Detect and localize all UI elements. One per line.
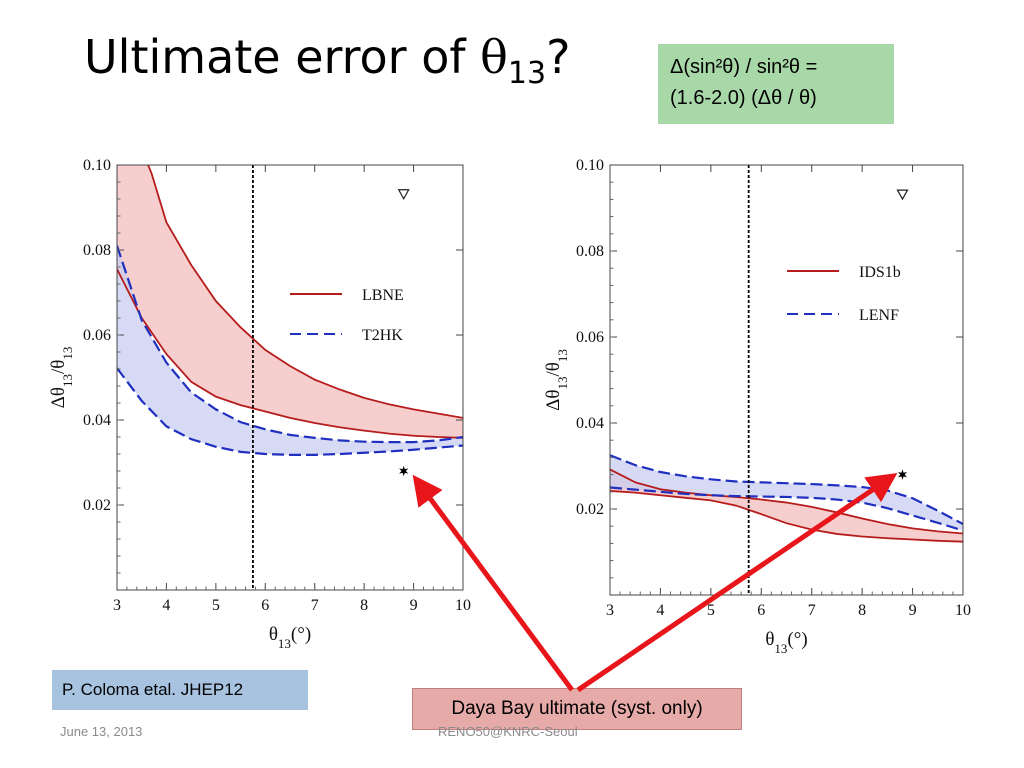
triangle-marker xyxy=(397,189,410,200)
y-tick-label: 0.04 xyxy=(83,412,111,429)
x-tick-label: 6 xyxy=(757,602,765,619)
daya-bay-star-marker xyxy=(897,469,907,480)
band-ids1b xyxy=(610,469,963,542)
y-axis-label: Δθ13/θ13 xyxy=(543,349,570,411)
t2hk-upper-line xyxy=(117,245,463,444)
x-tick-label: 4 xyxy=(162,597,170,614)
plot-area xyxy=(610,454,963,543)
arrow-to-right-star xyxy=(576,472,898,693)
x-tick-label: 3 xyxy=(606,602,614,619)
x-tick-label: 3 xyxy=(113,597,121,614)
legend-label-lbne: LBNE xyxy=(362,287,404,304)
x-tick-label: 5 xyxy=(707,602,715,619)
x-tick-label: 8 xyxy=(858,602,866,619)
y-tick-label: 0.10 xyxy=(576,157,604,174)
x-tick-label: 9 xyxy=(909,602,917,619)
triangle-marker xyxy=(896,189,909,201)
y-tick-label: 0.06 xyxy=(83,327,111,344)
lbne-upper-line xyxy=(147,165,463,419)
lenf-upper-line xyxy=(610,454,963,526)
plot-area xyxy=(117,165,463,456)
plot-frame xyxy=(609,164,964,596)
x-tick-label: 5 xyxy=(212,597,220,614)
ids1b-lower-line xyxy=(610,490,963,543)
lenf-lower-line xyxy=(610,486,963,532)
lbne-lower-line xyxy=(117,268,463,439)
y-tick-label: 0.04 xyxy=(576,415,604,432)
title-theta-symbol: θ xyxy=(480,30,508,84)
title-suffix: ? xyxy=(546,30,571,84)
x-tick-label: 10 xyxy=(455,597,471,614)
citation-box: P. Coloma etal. JHEP12 xyxy=(52,670,308,710)
legend-label-ids1b: IDS1b xyxy=(859,264,901,281)
legend-label-t2hk: T2HK xyxy=(362,327,403,344)
footer-center-text: RENO50@KNRC-Seoul xyxy=(438,724,578,739)
y-tick-label: 0.08 xyxy=(576,243,604,260)
x-tick-label: 4 xyxy=(656,602,664,619)
x-tick-label: 7 xyxy=(311,597,319,614)
slide-title: Ultimate error of θ13? xyxy=(84,32,570,90)
chart-left: 3 4 5 6 7 8 9 10 0.02 0.04 0.06 0.08 0.10 θ13(°) Δθ13/… xyxy=(48,157,471,651)
x-tick-label: 7 xyxy=(808,602,816,619)
formula-line-1: Δ(sin²θ) / sin²θ = xyxy=(670,56,818,78)
band-lenf xyxy=(610,455,963,531)
chart-right: 3 4 5 6 7 8 9 10 0.02 0.04 0.06 0.08 0.10 θ13(°) Δθ13/… xyxy=(543,157,971,656)
x-tick-label: 8 xyxy=(360,597,368,614)
title-subscript: 13 xyxy=(507,56,547,91)
y-tick-label: 0.06 xyxy=(576,329,604,346)
formula-box: Δ(sin²θ) / sin²θ = (1.6-2.0) (Δθ / θ) xyxy=(658,44,894,124)
y-axis-label: Δθ13/θ13 xyxy=(48,347,75,409)
title-prefix: Ultimate error of xyxy=(84,30,481,84)
y-tick-label: 0.02 xyxy=(83,497,111,514)
x-tick-label: 10 xyxy=(955,602,971,619)
arrow-to-left-star xyxy=(412,474,575,692)
y-tick-label: 0.10 xyxy=(83,157,111,174)
band-t2hk xyxy=(117,245,463,455)
band-lbne xyxy=(117,165,463,438)
x-axis-label: θ13(°) xyxy=(765,629,807,656)
t2hk-lower-line xyxy=(117,367,463,456)
ids1b-upper-line xyxy=(610,468,963,535)
footer-date: June 13, 2013 xyxy=(60,724,143,739)
x-tick-label: 9 xyxy=(410,597,418,614)
x-axis-label: θ13(°) xyxy=(269,624,311,651)
plot-frame xyxy=(116,164,464,591)
daya-bay-star-marker xyxy=(399,465,409,477)
y-tick-label: 0.08 xyxy=(83,242,111,259)
y-tick-label: 0.02 xyxy=(576,501,604,518)
formula-line-2: (1.6-2.0) (Δθ / θ) xyxy=(670,87,817,109)
legend-label-lenf: LENF xyxy=(859,307,899,324)
x-tick-label: 6 xyxy=(261,597,269,614)
